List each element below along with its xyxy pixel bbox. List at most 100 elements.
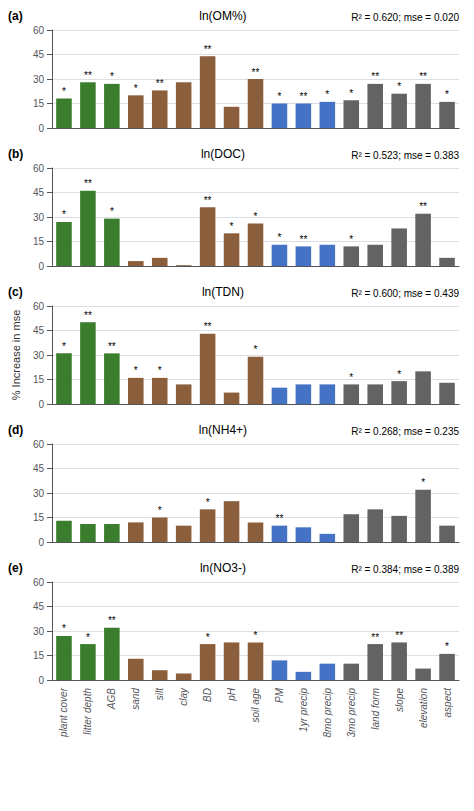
svg-text:45: 45 [33,49,45,60]
svg-text:land form: land form [370,688,381,730]
svg-text:pH: pH [226,687,237,702]
svg-text:*: * [277,91,281,102]
svg-text:*: * [134,83,138,94]
svg-text:*: * [134,365,138,376]
svg-text:**: ** [299,234,307,245]
svg-text:*: * [349,372,353,383]
svg-text:*: * [254,344,258,355]
svg-text:**: ** [84,178,92,189]
svg-text:**: ** [108,341,116,352]
svg-text:R² = 0.620; mse = 0.020: R² = 0.620; mse = 0.020 [351,12,459,23]
svg-text:*: * [421,477,425,488]
svg-text:15: 15 [33,374,45,385]
svg-text:*: * [397,81,401,92]
svg-text:*: * [110,206,114,217]
svg-text:*: * [86,632,90,643]
svg-text:45: 45 [33,187,45,198]
svg-text:60: 60 [33,301,45,312]
svg-text:slope: slope [394,688,405,712]
svg-text:0: 0 [38,399,44,410]
svg-text:30: 30 [33,74,45,85]
svg-text:plant cover: plant cover [58,687,69,738]
svg-text:0: 0 [38,537,44,548]
svg-text:60: 60 [33,577,45,588]
svg-text:**: ** [204,44,212,55]
svg-text:*: * [325,89,329,100]
svg-text:(b): (b) [8,147,23,161]
svg-text:**: ** [276,513,284,524]
svg-text:litter depth: litter depth [82,688,93,735]
svg-text:*: * [206,632,210,643]
svg-text:PM: PM [274,687,285,703]
svg-text:(a): (a) [8,9,23,23]
svg-text:3mo precip: 3mo precip [346,688,357,738]
svg-text:**: ** [84,310,92,321]
svg-text:**: ** [204,195,212,206]
svg-text:*: * [206,497,210,508]
svg-text:60: 60 [33,439,45,450]
svg-text:soil age: soil age [250,688,261,723]
svg-text:0: 0 [38,123,44,134]
svg-text:*: * [254,211,258,222]
svg-text:15: 15 [33,512,45,523]
svg-text:*: * [445,89,449,100]
svg-text:60: 60 [33,163,45,174]
svg-text:aspect: aspect [442,687,453,718]
svg-text:*: * [445,641,449,652]
svg-text:30: 30 [33,212,45,223]
svg-text:BD: BD [202,688,213,702]
svg-text:1yr precip: 1yr precip [298,688,309,732]
svg-text:30: 30 [33,488,45,499]
svg-text:silt: silt [154,687,165,700]
svg-text:*: * [62,341,66,352]
svg-text:*: * [230,221,234,232]
svg-text:*: * [62,86,66,97]
svg-text:**: ** [204,321,212,332]
svg-text:ln(NH4+): ln(NH4+) [199,423,247,437]
svg-text:8mo precip: 8mo precip [322,688,333,738]
svg-text:15: 15 [33,650,45,661]
svg-text:ln(DOC): ln(DOC) [201,147,245,161]
svg-text:R² = 0.600; mse = 0.439: R² = 0.600; mse = 0.439 [351,288,459,299]
svg-text:*: * [110,71,114,82]
svg-text:*: * [349,88,353,99]
svg-text:clay: clay [178,687,189,706]
svg-text:*: * [277,232,281,243]
svg-text:(e): (e) [8,561,23,575]
svg-text:R² = 0.384; mse = 0.389: R² = 0.384; mse = 0.389 [351,564,459,575]
svg-text:*: * [158,505,162,516]
svg-text:(c): (c) [8,285,23,299]
svg-text:30: 30 [33,626,45,637]
svg-text:45: 45 [33,463,45,474]
svg-text:0: 0 [38,675,44,686]
svg-text:sand: sand [130,688,141,710]
svg-text:**: ** [419,201,427,212]
svg-text:*: * [62,623,66,634]
svg-text:*: * [62,209,66,220]
svg-text:ln(OM%): ln(OM%) [199,9,246,23]
svg-text:**: ** [419,71,427,82]
svg-text:**: ** [371,632,379,643]
svg-text:AGB: AGB [106,688,117,710]
svg-text:ln(TDN): ln(TDN) [202,285,244,299]
svg-text:0: 0 [38,261,44,272]
svg-text:ln(NO3-): ln(NO3-) [200,561,246,575]
svg-text:R² = 0.523; mse = 0.383: R² = 0.523; mse = 0.383 [351,150,459,161]
svg-text:15: 15 [33,98,45,109]
svg-text:**: ** [371,71,379,82]
svg-text:(d): (d) [8,423,23,437]
svg-text:45: 45 [33,325,45,336]
svg-text:**: ** [108,615,116,626]
svg-text:**: ** [84,70,92,81]
svg-text:% Increase in mse: % Increase in mse [10,310,22,400]
svg-text:**: ** [299,91,307,102]
svg-text:45: 45 [33,601,45,612]
svg-text:60: 60 [33,25,45,36]
svg-text:*: * [349,234,353,245]
svg-text:R² = 0.268; mse = 0.235: R² = 0.268; mse = 0.235 [351,426,459,437]
svg-text:*: * [254,630,258,641]
svg-text:**: ** [395,630,403,641]
svg-text:*: * [397,369,401,380]
svg-text:elevation: elevation [418,688,429,728]
svg-text:15: 15 [33,236,45,247]
